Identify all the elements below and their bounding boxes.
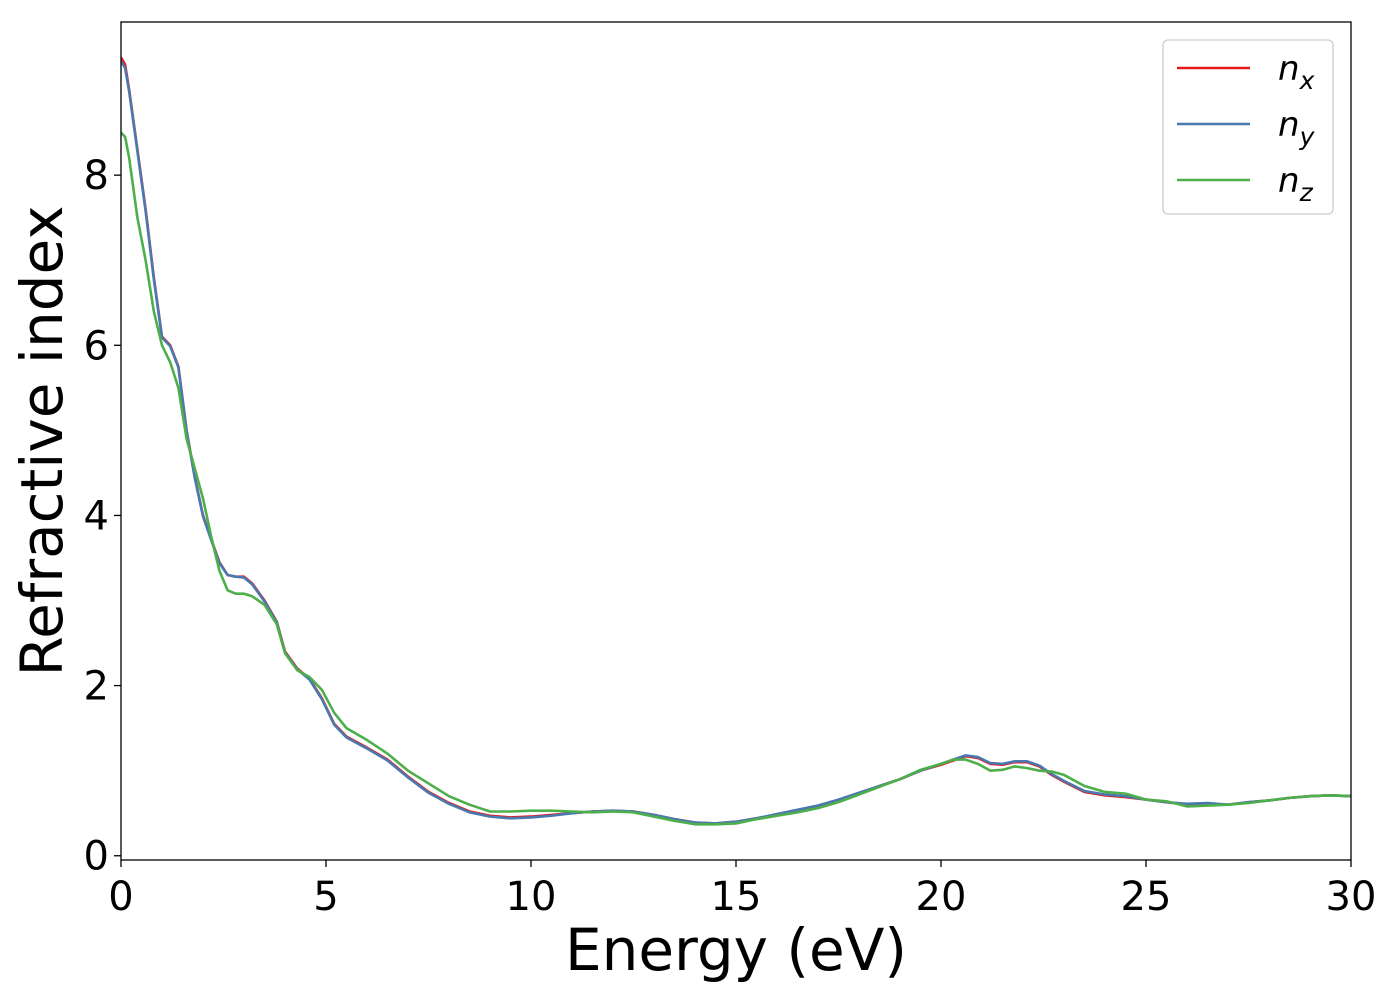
legend-label-y: ny bbox=[1278, 105, 1316, 151]
x-axis-title: Energy (eV) bbox=[565, 916, 907, 984]
y-tick-label: 2 bbox=[84, 664, 109, 710]
legend-label-z: nz bbox=[1278, 161, 1314, 207]
y-axis-title: Refractive index bbox=[8, 205, 76, 676]
x-tick-label: 10 bbox=[506, 874, 557, 920]
ticks-layer: 0 5 10 15 20 25 30 0 2 4 6 8 bbox=[84, 153, 1377, 920]
x-tick-label: 25 bbox=[1121, 874, 1172, 920]
series-line-z bbox=[121, 131, 1351, 826]
y-tick-label: 4 bbox=[84, 493, 109, 539]
x-tick-label: 15 bbox=[711, 874, 762, 920]
y-tick-label: 6 bbox=[84, 323, 109, 369]
x-tick-label: 30 bbox=[1326, 874, 1377, 920]
legend-box bbox=[1162, 39, 1334, 215]
x-tick-label: 0 bbox=[108, 874, 133, 920]
y-tick-label: 8 bbox=[84, 153, 109, 199]
x-tick-label: 20 bbox=[916, 874, 967, 920]
legend-label-x: nx bbox=[1278, 49, 1315, 95]
y-tick-label: 0 bbox=[84, 834, 109, 880]
legend: nx ny nz bbox=[1162, 39, 1334, 215]
series-layer bbox=[121, 56, 1351, 826]
x-tick-label: 5 bbox=[313, 874, 338, 920]
